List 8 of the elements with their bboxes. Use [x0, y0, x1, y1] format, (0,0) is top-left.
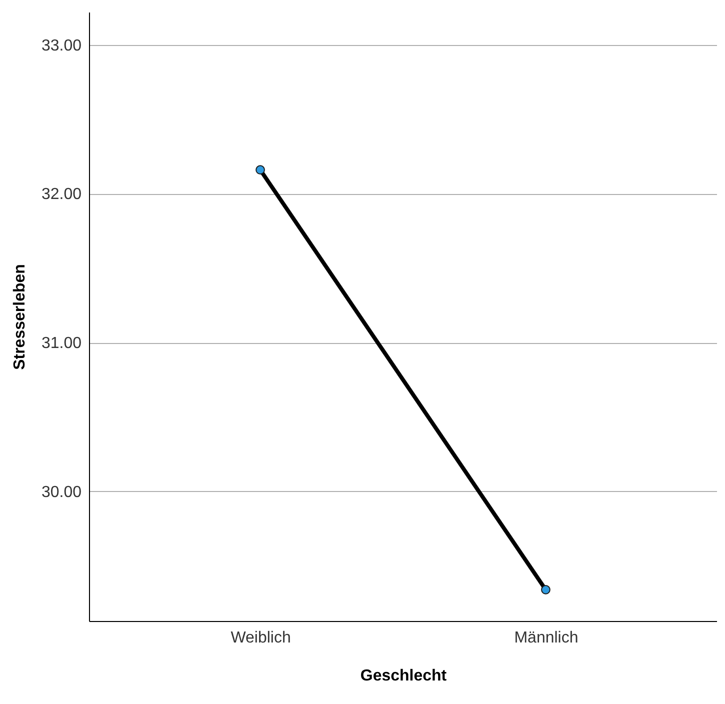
y-tick-label: 30.00	[41, 484, 82, 501]
y-tick-label: 32.00	[41, 186, 82, 204]
y-tick-label: 31.00	[41, 335, 82, 352]
y-axis-title: Stresserleben	[11, 264, 28, 370]
y-tick-label: 33.00	[41, 37, 82, 54]
x-axis-title: Geschlecht	[360, 668, 448, 684]
x-tick-label: Männlich	[514, 630, 578, 646]
x-tick-label: Weiblich	[230, 630, 291, 646]
